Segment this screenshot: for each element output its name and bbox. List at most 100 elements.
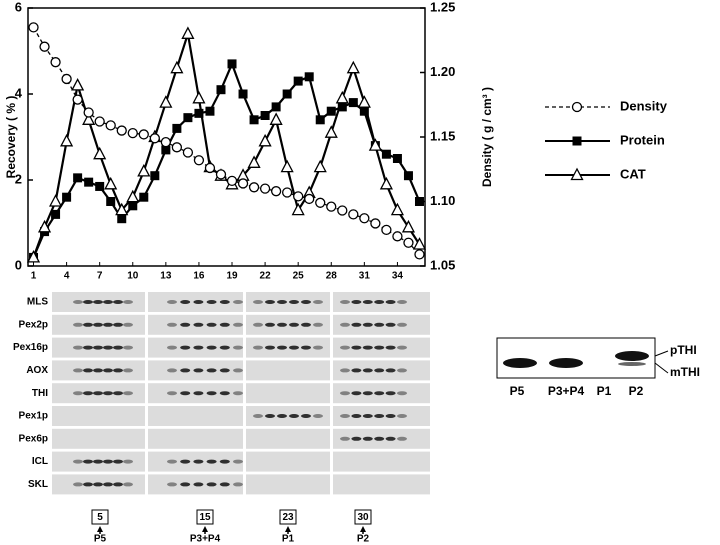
square-marker [326,106,336,116]
square-marker [106,197,116,206]
circle-marker [293,191,304,202]
blot-band [277,300,287,304]
blot-band [180,482,191,487]
fraction-box [91,509,109,525]
x-tick-label: 1 [31,271,37,282]
blot-band [93,300,103,304]
blot-panel [246,314,330,335]
x-tick-label: 25 [293,271,305,282]
fraction-label: P1 [282,534,295,545]
blot-band [219,322,230,327]
square-marker [161,145,171,155]
blot-band [277,345,287,350]
blot-band [351,322,362,327]
blot-band [362,436,373,441]
circle-marker [204,162,216,174]
blot-panel [52,428,145,449]
circle-marker [403,237,414,248]
blot-band [615,351,649,361]
circle-marker [83,107,94,118]
blot-panel [148,428,243,449]
blot-band [351,368,362,373]
blot-band [374,345,385,350]
square-marker [205,106,215,116]
blot-band [233,391,243,396]
fraction-box [279,509,297,525]
circle-marker [392,231,403,242]
y2-tick-label: 1.05 [430,257,455,272]
blot-band [253,414,263,418]
blot-band [301,322,311,327]
blot-band [167,391,177,396]
triangle-marker [412,237,427,250]
triangle-marker [291,202,305,216]
blot-band [103,322,113,327]
blot-band [313,414,323,418]
blot-band [374,436,385,441]
square-marker [216,85,226,95]
blot-band [93,368,103,373]
blot-band [113,368,123,373]
blot-row-label: MLS [27,297,48,308]
band-label: pTHI [670,343,697,357]
lane-label: P2 [629,384,644,398]
blot-band [253,345,263,350]
triangle-marker [60,133,74,147]
blot-band [549,358,583,368]
blot-band [340,414,350,418]
circle-marker [39,41,50,52]
blot-band [374,368,385,373]
fraction-box [196,509,214,525]
circle-marker [282,187,293,198]
triangle-marker [82,112,96,125]
blot-band [180,459,191,464]
blot-row-label: Pex16p [13,342,48,353]
triangle-marker [104,176,118,190]
triangle-marker [390,202,405,216]
blot-band [193,459,204,464]
blot-band [397,414,407,418]
blot-band [385,436,396,441]
blot-row-label: THI [32,388,48,399]
legend-label: CAT [620,166,646,181]
blot-band [103,459,113,464]
blot-band [113,482,123,487]
circle-marker [414,249,425,260]
square-marker [359,106,369,116]
triangle-marker [181,26,195,39]
blot-band [351,436,362,441]
x-tick-label: 34 [392,271,404,282]
circle-marker [237,178,249,189]
circle-marker [61,73,72,85]
blot-band [362,368,373,373]
triangle-marker [170,60,184,74]
blot-band [301,414,311,418]
blot-band [93,345,103,350]
blot-band [180,345,191,350]
blot-band [253,322,263,327]
series-line [32,33,421,258]
triangle-marker [313,159,327,173]
triangle-marker [401,219,416,233]
blot-band [103,482,113,487]
fraction-number: 23 [282,512,294,523]
blot-band [123,482,133,487]
y-tick-label: 4 [15,85,23,100]
blot-band [397,368,407,373]
blot-band [123,391,133,396]
blot-panel [246,337,330,358]
blot-band [83,459,93,464]
blot-band [206,322,217,327]
x-tick-label: 22 [260,271,272,282]
circle-marker [248,182,260,193]
blot-band [313,300,323,304]
x-tick-label: 31 [359,271,371,282]
blot-band [340,345,350,350]
triangle-marker [280,159,294,173]
triangle-marker [48,194,63,207]
circle-marker [304,193,315,205]
blot-band [233,300,243,304]
blot-band [113,300,123,304]
blot-band [265,414,275,418]
blot-band [123,368,133,373]
